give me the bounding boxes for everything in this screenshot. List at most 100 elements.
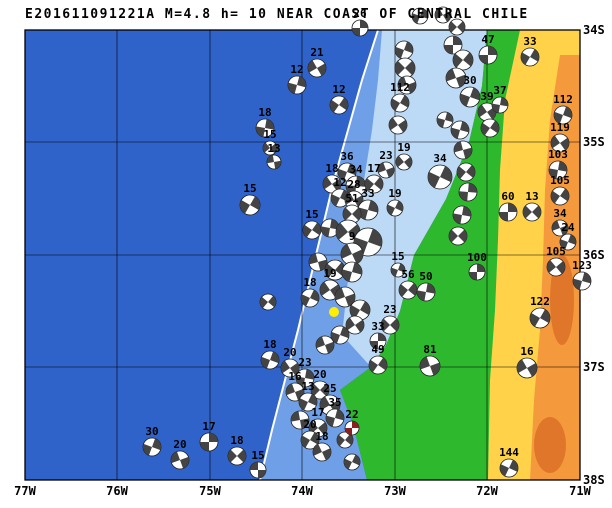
beachball-label: 23 bbox=[383, 303, 396, 316]
beachball-label: 18 bbox=[263, 338, 276, 351]
beachball-label: 22 bbox=[345, 408, 358, 421]
beachball bbox=[550, 133, 570, 153]
beachball bbox=[249, 461, 267, 479]
beachball bbox=[344, 190, 364, 210]
lon-tick-label: 76W bbox=[106, 484, 128, 498]
beachball-label: 144 bbox=[499, 446, 519, 459]
beachball-label: 20 bbox=[303, 418, 316, 431]
beachball-label: 56 bbox=[401, 268, 415, 281]
beachball-label: 17 bbox=[367, 162, 380, 175]
beachball-label: 13 bbox=[301, 380, 314, 393]
beachball bbox=[343, 453, 361, 471]
beachball bbox=[377, 161, 395, 179]
beachball-label: 20 bbox=[173, 438, 186, 451]
beachball-label: 122 bbox=[530, 295, 550, 308]
beachball-label: 17 bbox=[202, 420, 215, 433]
beachball bbox=[330, 325, 350, 345]
beachball bbox=[491, 96, 509, 114]
beachball bbox=[298, 392, 318, 412]
beachball-label: 36 bbox=[340, 150, 354, 163]
beachball-label: 16 bbox=[288, 370, 302, 383]
beachball bbox=[553, 105, 573, 125]
beachball-label: 9 bbox=[349, 230, 356, 243]
lat-tick-label: 36S bbox=[583, 248, 605, 262]
beachball bbox=[170, 450, 190, 470]
beachball bbox=[445, 67, 467, 89]
beachball-label: 81 bbox=[423, 343, 437, 356]
beachball-label: 18 bbox=[303, 276, 316, 289]
beachball-label: 15 bbox=[243, 182, 256, 195]
beachball-label: 15 bbox=[251, 449, 264, 462]
beachball-label: 49 bbox=[371, 343, 384, 356]
beachball bbox=[448, 226, 468, 246]
plot-title: E201611091221A M=4.8 h= 10 NEAR COAST OF… bbox=[25, 7, 529, 22]
beachball-label: 119 bbox=[550, 121, 570, 134]
beachball bbox=[266, 154, 282, 170]
beachball bbox=[322, 174, 342, 194]
beachball-label: 47 bbox=[481, 33, 494, 46]
beachball bbox=[239, 194, 261, 216]
lon-tick-label: 73W bbox=[384, 484, 406, 498]
lon-tick-label: 72W bbox=[476, 484, 498, 498]
focal-mechanisms bbox=[142, 6, 592, 479]
beachball bbox=[546, 257, 566, 277]
beachball bbox=[260, 350, 280, 370]
lat-tick-label: 35S bbox=[583, 135, 605, 149]
beachball-label: 60 bbox=[501, 190, 514, 203]
beachball-label: 19 bbox=[388, 187, 401, 200]
beachball bbox=[480, 118, 500, 138]
lat-tick-label: 37S bbox=[583, 360, 605, 374]
beachball-label: 30 bbox=[463, 74, 476, 87]
beachball bbox=[548, 160, 568, 180]
beachball-label: 112 bbox=[553, 93, 573, 106]
beachball-label: 12 bbox=[290, 63, 303, 76]
lat-tick-label: 38S bbox=[583, 473, 605, 487]
lon-tick-label: 74W bbox=[291, 484, 313, 498]
beachball-label: 50 bbox=[419, 270, 432, 283]
beachball-label: 34 bbox=[433, 152, 447, 165]
beachball bbox=[300, 430, 320, 450]
beachball bbox=[386, 199, 404, 217]
beachball-label: 16 bbox=[520, 345, 534, 358]
lat-tick-label: 34S bbox=[583, 23, 605, 37]
beachball bbox=[459, 86, 481, 108]
beachball bbox=[369, 332, 387, 350]
beachball bbox=[468, 263, 486, 281]
beachball-label: 18 bbox=[230, 434, 243, 447]
beachball bbox=[300, 288, 320, 308]
beachball bbox=[522, 202, 542, 222]
beachball-label: 123 bbox=[572, 259, 592, 272]
beachball-label: 26 bbox=[353, 7, 367, 20]
beachball-label: 18 bbox=[258, 106, 271, 119]
beachball bbox=[308, 252, 328, 272]
beachball-label: 103 bbox=[548, 148, 568, 161]
beachball-label: 18 bbox=[325, 162, 338, 175]
beachball-label: 51 bbox=[345, 192, 359, 205]
beachball-label: 28 bbox=[347, 178, 360, 191]
beachball-label: 19 bbox=[397, 141, 410, 154]
beachball-label: 23 bbox=[379, 149, 392, 162]
beachball-label: 15 bbox=[263, 128, 276, 141]
beachball bbox=[315, 335, 335, 355]
beachball bbox=[436, 111, 454, 129]
beachball bbox=[551, 219, 569, 237]
epicenter-marker bbox=[329, 307, 339, 317]
axis-tick-labels: 77W 76W 75W 74W 73W 72W 71W 34S 35S 36S 37S 38S bbox=[14, 23, 605, 498]
lon-tick-label: 75W bbox=[199, 484, 221, 498]
beachball bbox=[349, 299, 371, 321]
beachball bbox=[456, 162, 476, 182]
beachball bbox=[290, 410, 310, 430]
beachball-label: 39 bbox=[480, 90, 493, 103]
beachball bbox=[572, 271, 592, 291]
beachball-label: 33 bbox=[523, 35, 536, 48]
beachball-label: 13 bbox=[525, 190, 538, 203]
beachball-label: 105 bbox=[546, 245, 566, 258]
beachball bbox=[450, 120, 470, 140]
beachball-label: 20 bbox=[283, 346, 296, 359]
beachball bbox=[416, 282, 436, 302]
beachball-label: 34 bbox=[349, 163, 363, 176]
beachball bbox=[344, 420, 360, 436]
beachball bbox=[285, 382, 305, 402]
